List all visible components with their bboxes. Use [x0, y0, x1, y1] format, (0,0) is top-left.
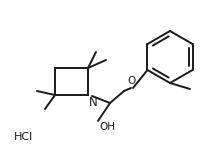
Text: HCl: HCl [14, 132, 33, 142]
Text: O: O [128, 76, 136, 86]
Text: OH: OH [99, 122, 115, 132]
Text: N: N [89, 96, 98, 109]
